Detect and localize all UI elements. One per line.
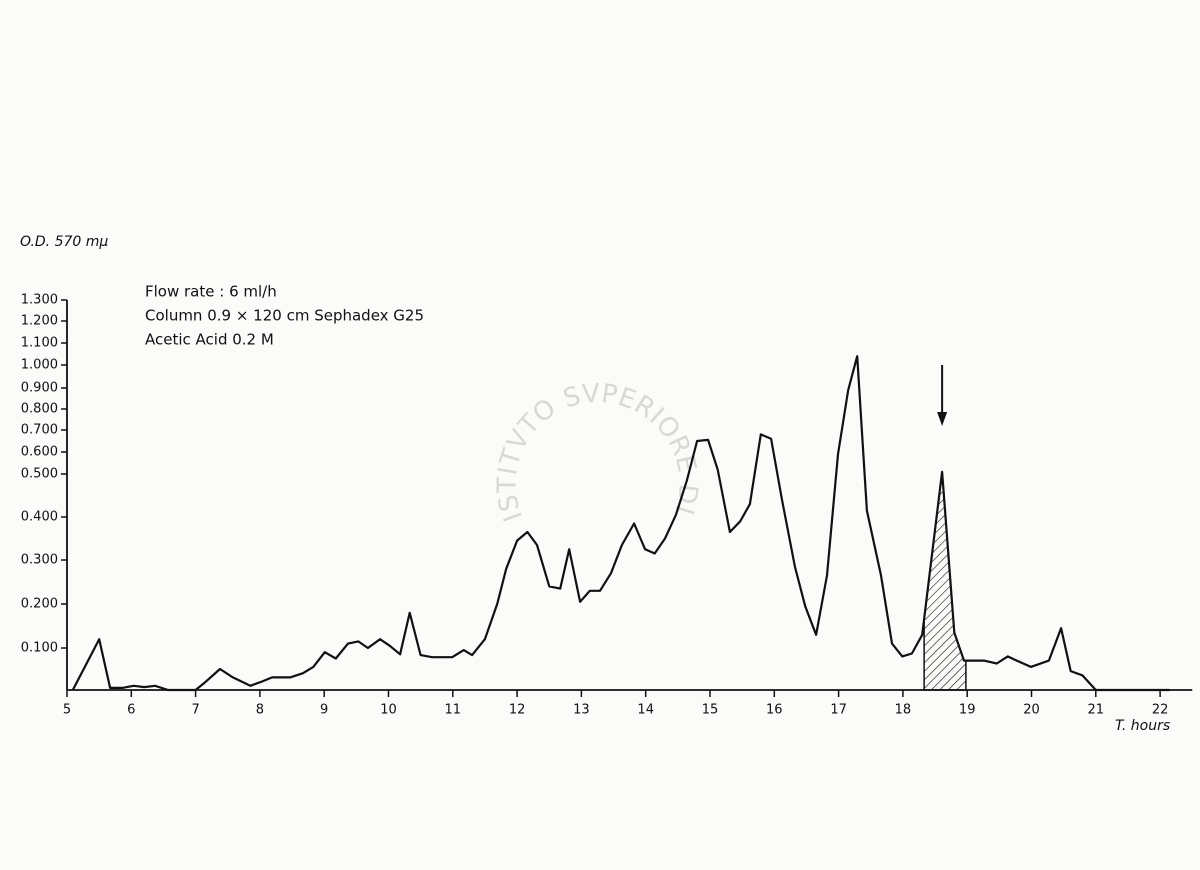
y-tick-label: 0.600 (21, 445, 58, 460)
x-tick-label: 9 (320, 703, 328, 718)
y-tick-label: 1.300 (21, 293, 58, 308)
y-tick-label: 1.200 (21, 314, 58, 329)
annotation: Column 0.9 × 120 cm Sephadex G25 (145, 307, 424, 325)
x-tick-label: 12 (509, 703, 526, 718)
watermark-text: ISTITVTO SVPERIORE DI SANITÀ (0, 0, 702, 531)
x-tick-label: 5 (63, 703, 71, 718)
x-tick-label: 6 (127, 703, 135, 718)
y-tick-label: 0.400 (21, 510, 58, 525)
y-tick-label: 0.500 (21, 467, 58, 482)
y-tick-label: 0.300 (21, 553, 58, 568)
data-line (71, 355, 1170, 692)
y-tick-label: 0.800 (21, 402, 58, 417)
x-axis-label: T. hours (1115, 718, 1170, 734)
x-tick-label: 16 (766, 703, 783, 718)
watermark: ISTITVTO SVPERIORE DI SANITÀ (0, 0, 704, 531)
x-tick-label: 17 (830, 703, 847, 718)
x-tick-label: 10 (380, 703, 397, 718)
annotation: Acetic Acid 0.2 M (145, 331, 274, 349)
x-tick-label: 20 (1023, 703, 1040, 718)
y-axis-label: O.D. 570 mμ (20, 234, 108, 250)
arrow-head (937, 412, 948, 426)
x-tick-label: 15 (702, 703, 719, 718)
y-tick-label: 0.100 (21, 641, 58, 656)
y-tick-label: 0.900 (21, 381, 58, 396)
x-tick-label: 8 (256, 703, 264, 718)
x-tick-label: 19 (959, 703, 976, 718)
y-tick-label: 1.000 (21, 358, 58, 373)
x-tick-label: 13 (573, 703, 590, 718)
x-tick-label: 7 (191, 703, 199, 718)
y-tick-label: 1.100 (21, 336, 58, 351)
x-tick-label: 18 (895, 703, 912, 718)
x-tick-label: 11 (445, 703, 462, 718)
x-tick-label: 22 (1152, 703, 1169, 718)
x-tick-label: 14 (637, 703, 654, 718)
annotation: Flow rate : 6 ml/h (145, 283, 277, 301)
y-tick-label: 0.200 (21, 597, 58, 612)
y-tick-label: 0.700 (21, 423, 58, 438)
x-tick-label: 21 (1088, 703, 1105, 718)
